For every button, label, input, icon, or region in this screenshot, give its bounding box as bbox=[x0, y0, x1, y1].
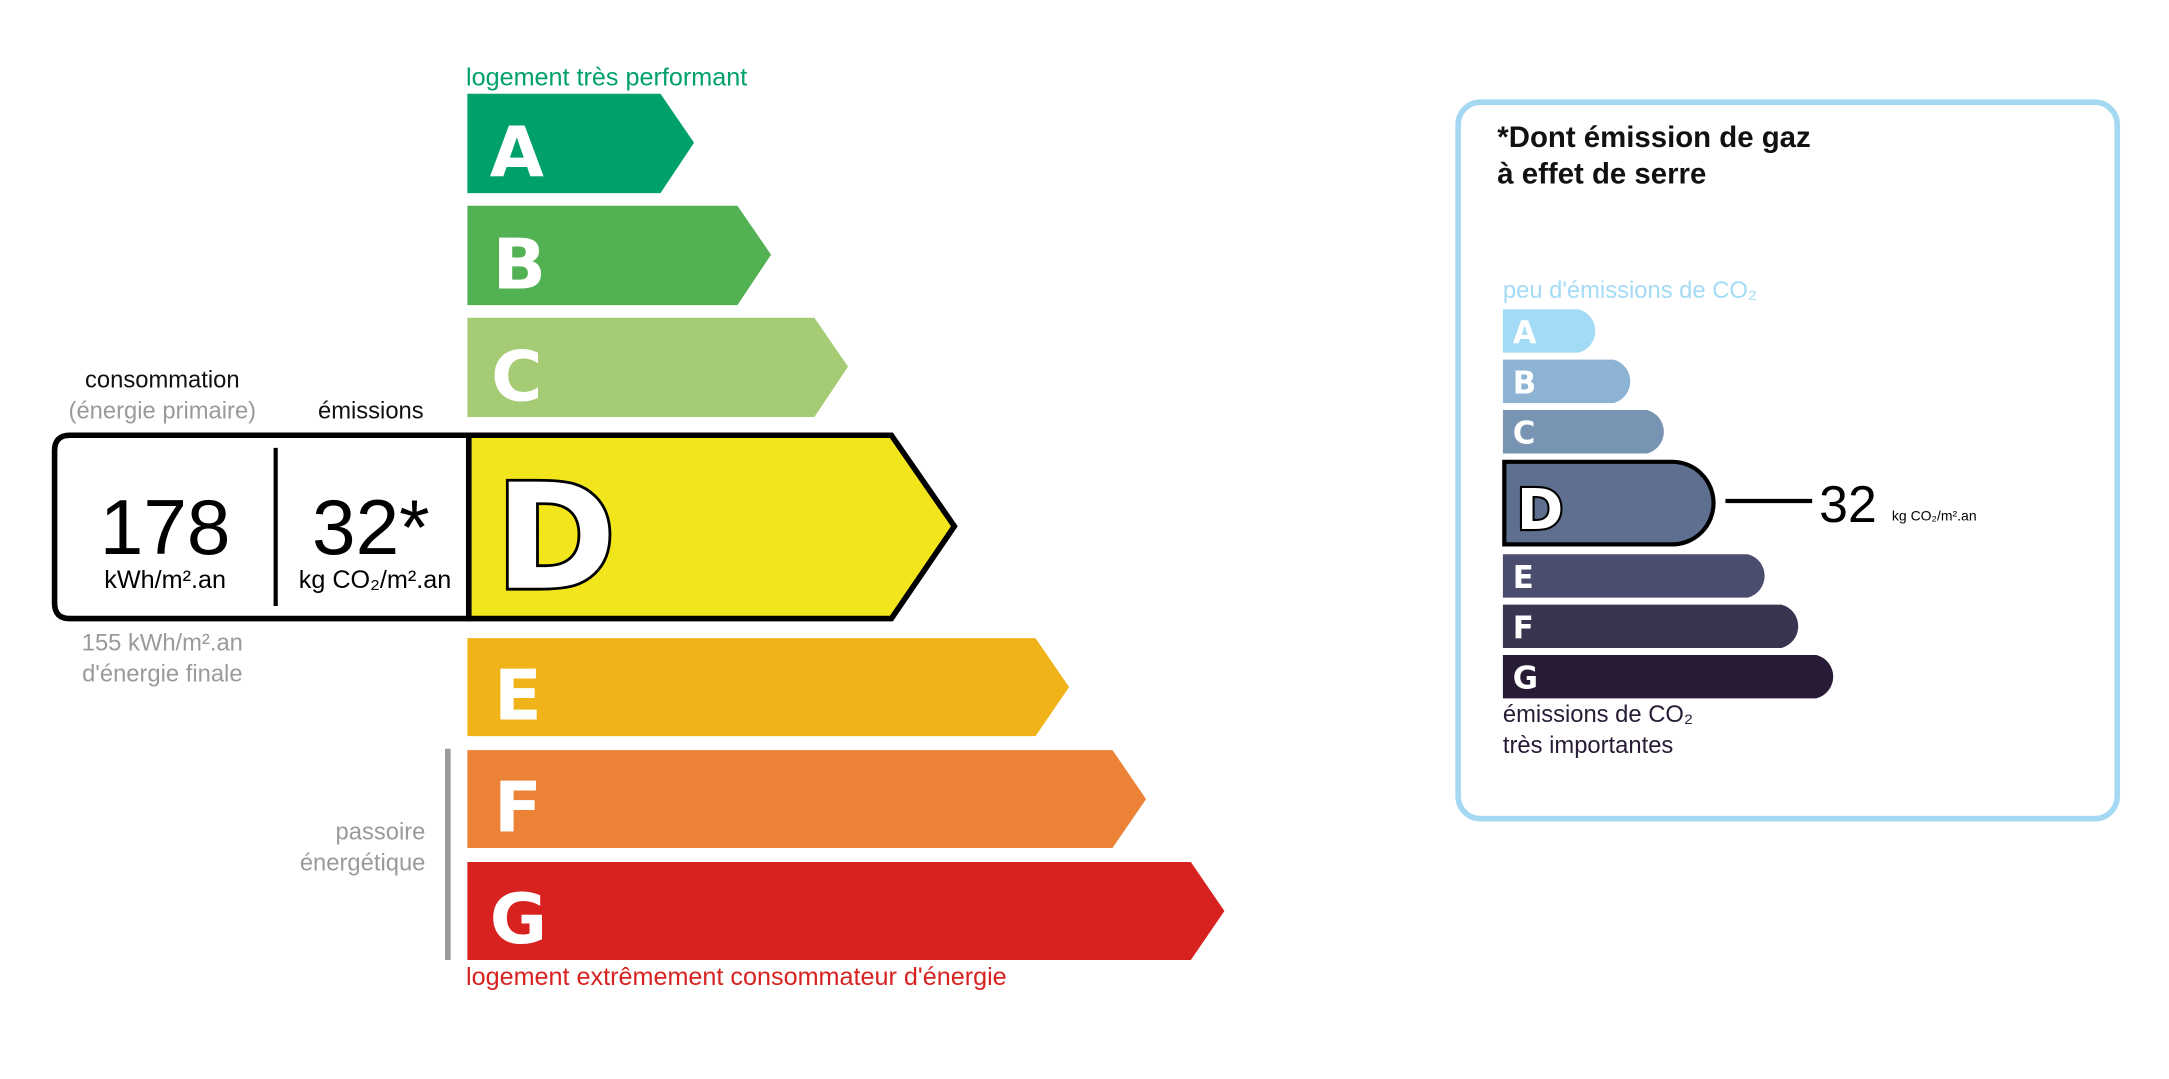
energy-bar-d bbox=[465, 432, 958, 622]
ghg-bar-g bbox=[1502, 654, 1834, 699]
ghg-bar-a bbox=[1502, 309, 1596, 353]
ghg-title-line1: *Dont émission de gaz bbox=[1497, 121, 1810, 154]
energy-class-b: B bbox=[467, 205, 772, 306]
energy-bar-c bbox=[467, 317, 849, 418]
passoire-label-line1: passoire bbox=[336, 819, 426, 846]
energy-letter-g: G bbox=[490, 879, 547, 960]
energy-bar-e bbox=[467, 638, 1070, 737]
energy-class-e: E bbox=[467, 638, 1070, 737]
ghg-bar-d-current bbox=[1502, 459, 1716, 547]
ghg-bottom-caption-line1: émissions de CO₂ bbox=[1503, 701, 1693, 728]
ghg-letter-f: F bbox=[1513, 610, 1534, 646]
energy-class-c: C bbox=[467, 317, 849, 418]
ghg-bar-e bbox=[1502, 554, 1765, 598]
ghg-bottom-caption-line2: très importantes bbox=[1503, 732, 1674, 759]
ghg-bar-b bbox=[1502, 359, 1631, 404]
energy-class-a: A bbox=[467, 93, 695, 194]
energy-bottom-caption: logement extrêmement consommateur d'éner… bbox=[466, 963, 1007, 991]
ghg-bar-f bbox=[1502, 604, 1799, 648]
ghg-bar-c bbox=[1502, 410, 1664, 454]
energy-bar-g bbox=[467, 862, 1225, 961]
ghg-letter-d: D bbox=[1517, 478, 1563, 543]
energy-bar-f bbox=[467, 750, 1147, 849]
energy-class-g: G bbox=[467, 862, 1225, 961]
energy-letter-c: C bbox=[491, 336, 542, 417]
ghg-letter-e: E bbox=[1513, 560, 1534, 596]
ghg-top-caption: peu d'émissions de CO₂ bbox=[1503, 277, 1757, 304]
ghg-letter-c: C bbox=[1513, 416, 1536, 452]
energy-letter-b: B bbox=[493, 224, 546, 305]
final-energy-label: d'énergie finale bbox=[82, 661, 242, 688]
consumption-heading: consommation bbox=[85, 367, 240, 394]
energy-bar-a bbox=[467, 93, 695, 194]
consumption-subheading: (énergie primaire) bbox=[69, 397, 257, 424]
ghg-unit: kg CO₂/m².an bbox=[1892, 508, 1977, 524]
ghg-panel: *Dont émission de gaz à effet de serre p… bbox=[1455, 99, 2121, 822]
passoire-label-line2: énergétique bbox=[300, 849, 426, 876]
energy-bar-b bbox=[467, 205, 772, 306]
emissions-unit: kg CO₂/m².an bbox=[299, 566, 451, 594]
energy-letter-a: A bbox=[490, 112, 544, 193]
energy-class-f: F bbox=[467, 750, 1147, 849]
emissions-value: 32* bbox=[312, 483, 430, 571]
energy-letter-f: F bbox=[494, 767, 542, 848]
consumption-unit: kWh/m².an bbox=[104, 566, 226, 594]
energy-top-caption: logement très performant bbox=[466, 63, 747, 91]
energy-class-d-current: 178 kWh/m².an 32* kg CO₂/m².an D bbox=[51, 432, 958, 626]
ghg-letter-g: G bbox=[1513, 661, 1538, 697]
consumption-value: 178 bbox=[100, 483, 231, 571]
ghg-title-line2: à effet de serre bbox=[1497, 157, 1706, 190]
emissions-heading: émissions bbox=[318, 397, 424, 424]
energy-letter-e: E bbox=[494, 655, 542, 736]
ghg-letter-a: A bbox=[1513, 315, 1537, 351]
energy-letter-d: D bbox=[495, 454, 616, 623]
ghg-value: 32 bbox=[1819, 475, 1877, 533]
final-energy-value: 155 kWh/m².an bbox=[82, 630, 243, 657]
energy-values-box bbox=[51, 432, 472, 622]
ghg-letter-b: B bbox=[1513, 365, 1536, 401]
